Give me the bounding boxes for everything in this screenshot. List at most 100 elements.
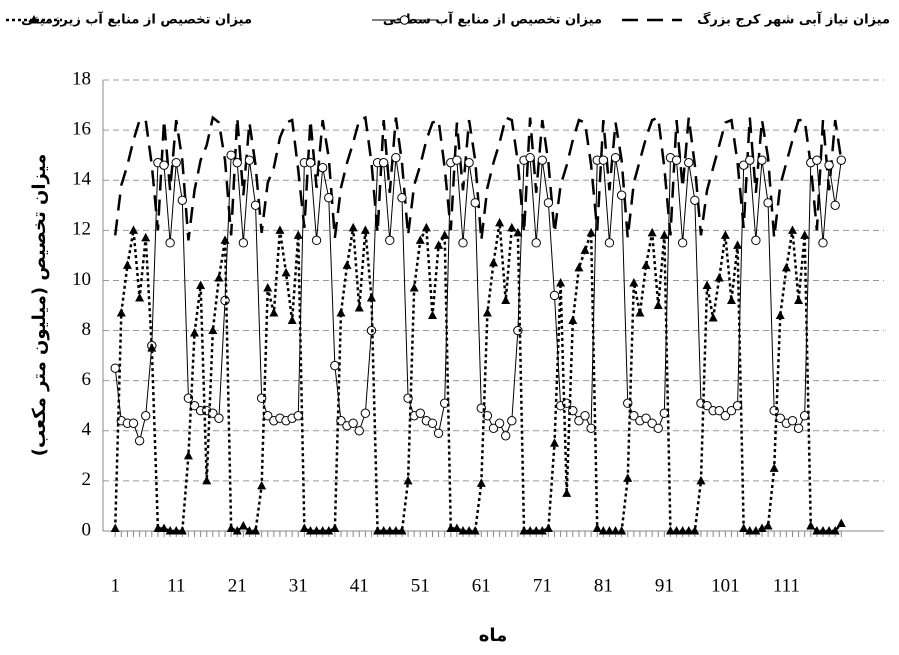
point-marker <box>244 155 255 165</box>
point-marker <box>409 282 419 292</box>
point-marker <box>726 295 736 304</box>
point-marker <box>653 300 663 309</box>
point-marker <box>336 308 346 317</box>
point-marker <box>458 238 468 248</box>
point-marker <box>775 310 785 320</box>
point-marker <box>702 280 712 289</box>
point-marker <box>641 413 651 423</box>
point-marker <box>769 463 779 472</box>
point-marker <box>537 526 547 535</box>
point-marker <box>189 401 200 411</box>
point-marker <box>745 526 755 535</box>
point-marker <box>794 295 804 304</box>
point-marker <box>732 401 743 411</box>
point-marker <box>110 523 120 532</box>
point-marker <box>427 418 438 428</box>
point-marker <box>171 526 181 535</box>
point-marker <box>293 411 303 421</box>
point-marker <box>836 155 846 165</box>
point-marker <box>415 235 425 244</box>
x-tick-label: 91 <box>655 575 674 596</box>
point-marker <box>257 480 267 490</box>
y-tick-label: 6 <box>82 369 92 390</box>
point-marker <box>110 363 120 373</box>
point-marker <box>116 308 126 317</box>
x-tick-label: 71 <box>533 575 552 596</box>
point-marker <box>446 523 456 532</box>
point-marker <box>531 238 541 248</box>
point-marker <box>379 526 389 535</box>
point-marker <box>800 230 810 239</box>
point-marker <box>671 155 682 165</box>
point-marker <box>543 198 554 208</box>
point-marker <box>354 426 364 436</box>
point-marker <box>287 315 297 325</box>
point-marker <box>250 200 261 210</box>
point-marker <box>263 282 273 292</box>
point-marker <box>592 523 602 532</box>
point-marker <box>434 240 444 249</box>
point-marker <box>269 308 279 317</box>
point-marker <box>427 310 437 320</box>
point-marker <box>598 526 608 535</box>
point-marker <box>305 157 316 168</box>
point-marker <box>598 155 609 165</box>
point-marker <box>489 257 498 267</box>
point-marker <box>525 152 535 163</box>
point-marker <box>238 238 249 248</box>
point-marker <box>519 526 529 535</box>
point-marker <box>653 423 663 433</box>
point-marker <box>360 225 370 234</box>
point-marker <box>525 526 535 535</box>
point-marker <box>312 526 322 535</box>
point-marker <box>836 518 846 527</box>
point-marker <box>147 343 157 352</box>
point-marker <box>299 523 309 532</box>
point-marker <box>275 225 285 234</box>
point-marker <box>550 438 560 447</box>
point-marker <box>739 523 749 532</box>
point-marker <box>690 526 700 535</box>
point-marker <box>433 428 444 438</box>
point-marker <box>665 526 675 535</box>
point-marker <box>439 398 450 408</box>
point-marker <box>476 478 486 487</box>
point-marker <box>745 155 755 165</box>
y-tick-label: 4 <box>82 419 92 440</box>
point-marker <box>659 408 670 418</box>
point-marker <box>141 411 151 421</box>
point-marker <box>611 526 621 535</box>
point-marker <box>293 230 303 239</box>
point-marker <box>684 526 694 535</box>
point-marker <box>543 523 553 532</box>
point-marker <box>348 222 358 232</box>
point-marker <box>482 308 492 317</box>
point-marker <box>751 526 761 535</box>
y-axis-label: میزان تخصیص (میلیون متر مکعب) <box>29 154 50 456</box>
point-marker <box>787 416 798 426</box>
point-marker <box>122 260 132 269</box>
point-marker <box>781 262 791 272</box>
point-marker <box>751 235 761 246</box>
point-marker <box>397 193 407 203</box>
point-marker <box>232 526 242 535</box>
point-marker <box>799 411 810 421</box>
point-marker <box>366 292 376 302</box>
point-marker <box>391 152 401 163</box>
point-marker <box>391 526 401 535</box>
point-marker <box>574 262 584 272</box>
point-marker <box>134 436 145 446</box>
point-marker <box>214 272 224 282</box>
point-marker <box>629 277 639 287</box>
point-marker <box>708 313 718 322</box>
point-marker <box>793 423 804 433</box>
point-marker <box>251 526 261 535</box>
point-marker <box>373 526 383 535</box>
point-marker <box>830 526 840 535</box>
point-marker <box>617 526 627 535</box>
point-marker <box>415 408 425 418</box>
x-tick-label: 21 <box>228 575 247 596</box>
point-marker <box>318 526 328 535</box>
legend-label: میزان تخصیص از منابع آب زیرزمینی <box>21 11 252 28</box>
